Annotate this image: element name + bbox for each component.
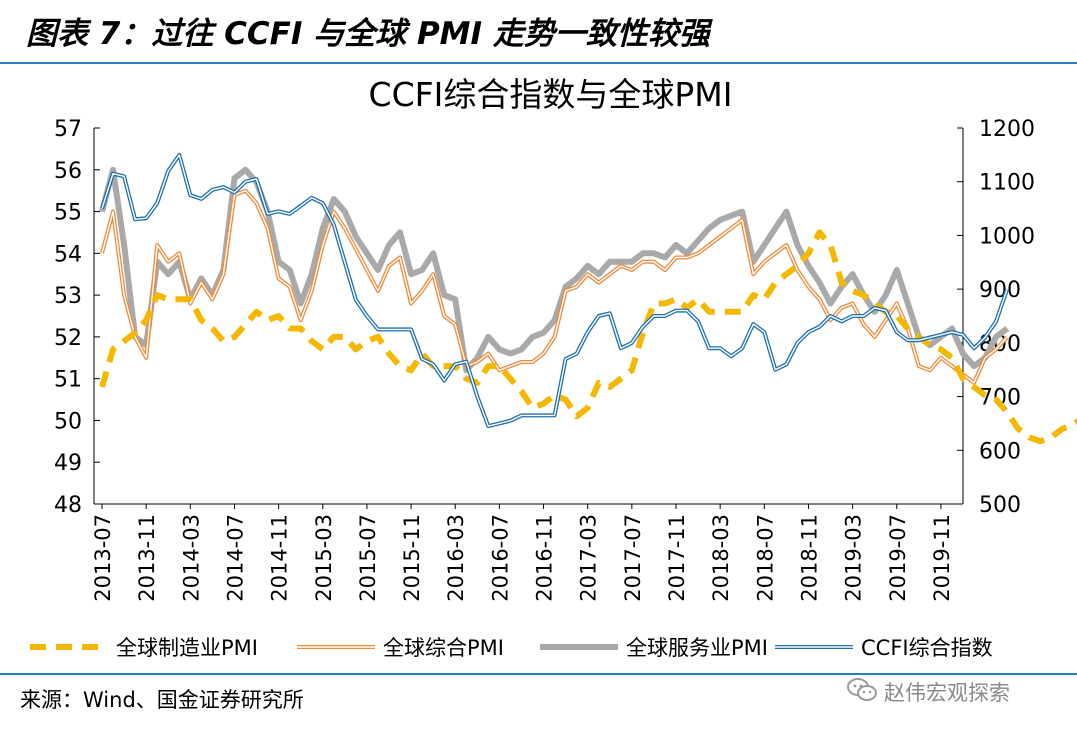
top-rule <box>0 62 1077 64</box>
left-tick-label: 55 <box>54 201 82 226</box>
x-tick-label: 2019-11 <box>930 514 954 602</box>
bottom-rule <box>0 673 1077 675</box>
legend-label-4: CCFI综合指数 <box>861 636 993 660</box>
left-tick-label: 49 <box>54 451 82 476</box>
x-tick-label: 2014-03 <box>179 514 203 602</box>
x-tick-label: 2015-11 <box>400 514 424 602</box>
x-tick-label: 2014-07 <box>223 514 247 602</box>
x-tick-label: 2017-03 <box>577 514 601 602</box>
x-tick-label: 2019-03 <box>842 514 866 602</box>
x-tick-label: 2017-11 <box>665 514 689 602</box>
left-tick-label: 48 <box>54 493 82 518</box>
x-tick-label: 2017-07 <box>621 514 645 602</box>
legend-label-3: 全球服务业PMI <box>626 636 768 660</box>
left-tick-label: 51 <box>54 368 82 393</box>
x-tick-label: 2016-03 <box>444 514 468 602</box>
series-4-inner-line <box>101 154 1008 427</box>
left-tick-label: 54 <box>54 242 82 267</box>
chart-title: CCFI综合指数与全球PMI <box>369 75 733 114</box>
legend-label-1: 全球制造业PMI <box>116 636 258 660</box>
x-tick-label: 2014-11 <box>268 514 292 602</box>
watermark-text: 赵伟宏观探索 <box>884 681 1010 705</box>
right-tick-label: 1100 <box>979 171 1035 196</box>
figure-header: 图表 7：过往 CCFI 与全球 PMI 走势一致性较强 <box>0 0 1077 62</box>
left-tick-label: 57 <box>54 117 82 142</box>
left-tick-label: 50 <box>54 409 82 434</box>
right-tick-label: 500 <box>979 493 1021 518</box>
x-tick-label: 2018-07 <box>753 514 777 602</box>
x-tick-label: 2016-11 <box>533 514 557 602</box>
x-tick-label: 2015-03 <box>312 514 336 602</box>
series-2-outer-line <box>100 188 1009 385</box>
left-tick-label: 52 <box>54 326 82 351</box>
right-tick-label: 600 <box>979 439 1021 464</box>
watermark: 赵伟宏观探索 <box>846 674 1066 708</box>
series-1-line <box>99 229 1077 445</box>
x-tick-label: 2018-11 <box>797 514 821 602</box>
x-tick-label: 2013-07 <box>91 514 115 602</box>
right-tick-label: 1200 <box>979 117 1035 142</box>
wechat-icon <box>847 678 877 701</box>
right-tick-label: 1000 <box>979 224 1035 249</box>
source-note: 来源：Wind、国金证券研究所 <box>20 688 304 712</box>
x-tick-label: 2019-07 <box>886 514 910 602</box>
series-2-inner-line <box>101 190 1008 384</box>
chart: CCFI综合指数与全球PMI 48 49 50 51 52 53 54 55 56 57 500 600… <box>30 75 1077 660</box>
left-tick-label: 53 <box>54 284 82 309</box>
figure-title: 图表 7：过往 CCFI 与全球 PMI 走势一致性较强 <box>26 16 710 52</box>
x-tick-label: 2013-11 <box>135 514 159 602</box>
legend-label-2: 全球综合PMI <box>383 636 504 660</box>
x-tick-label: 2016-07 <box>488 514 512 602</box>
right-tick-label: 900 <box>979 278 1021 303</box>
x-tick-label: 2018-03 <box>709 514 733 602</box>
left-tick-label: 56 <box>54 159 82 184</box>
x-tick-label: 2015-07 <box>356 514 380 602</box>
